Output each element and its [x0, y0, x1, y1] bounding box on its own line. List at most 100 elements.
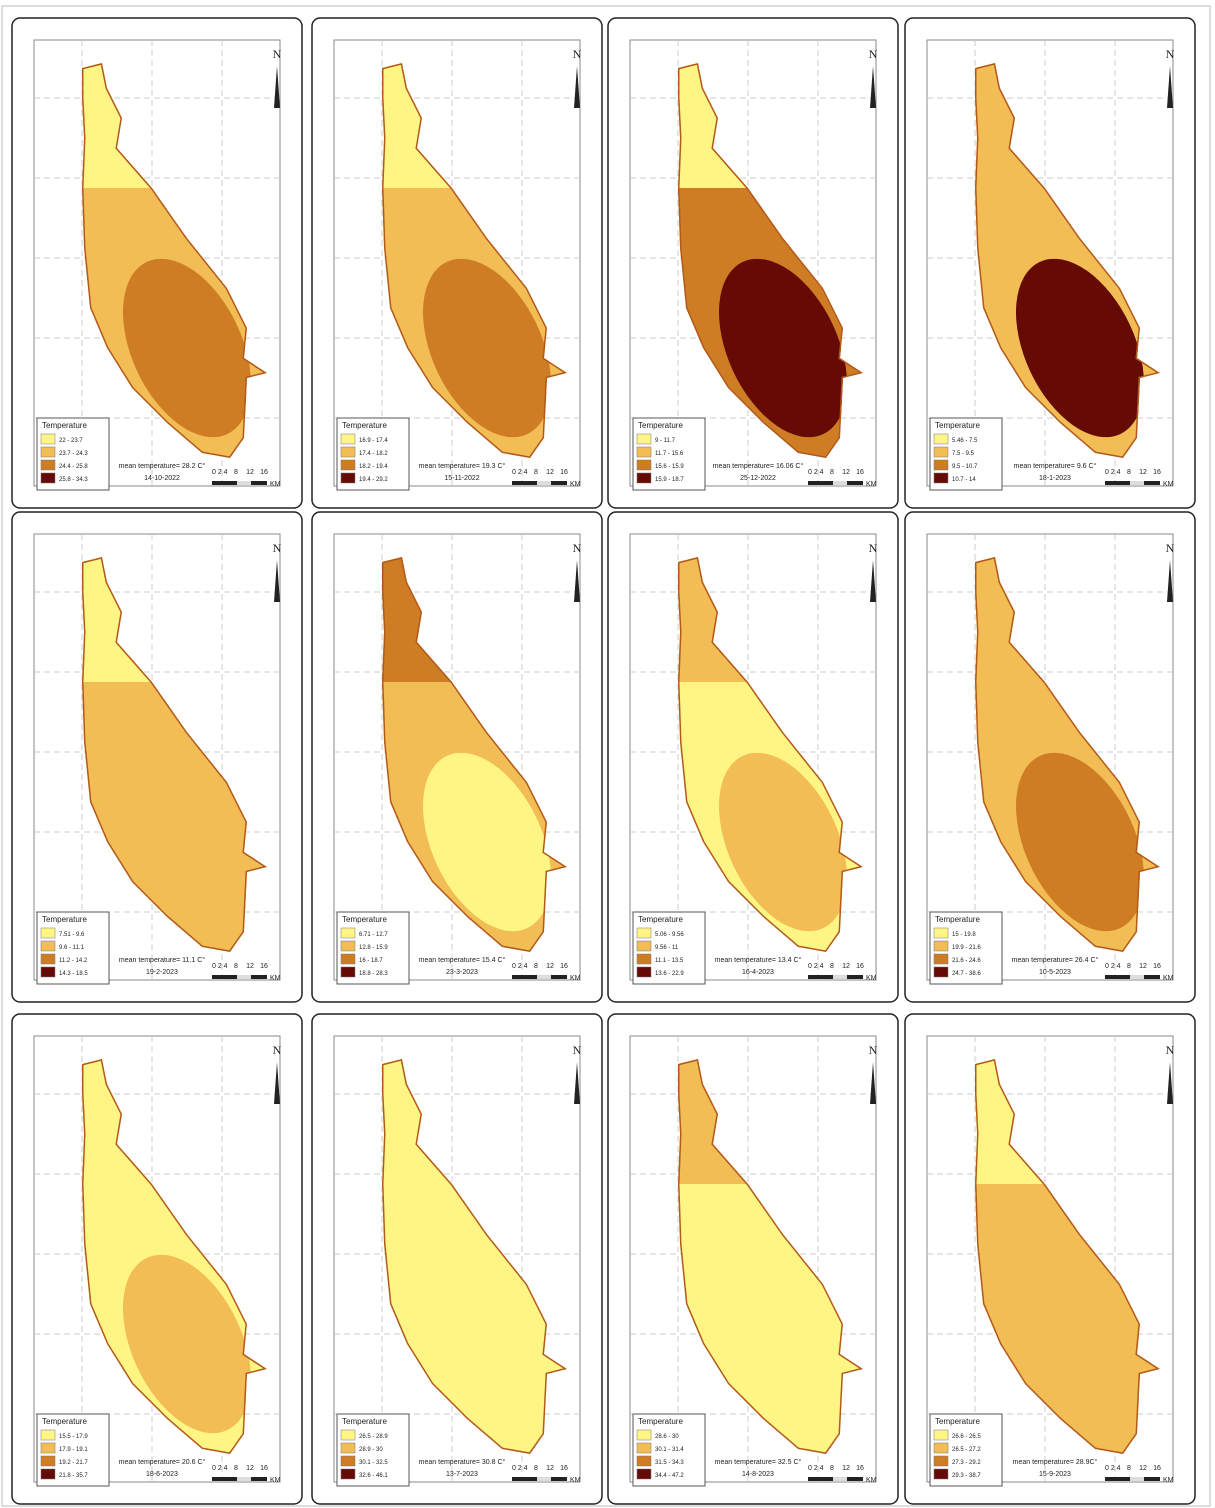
caption: mean temperature= 19.3 C° — [419, 462, 506, 470]
legend-swatch — [637, 447, 651, 457]
scale-bar-segment — [833, 1477, 847, 1481]
legend-swatch — [934, 1430, 948, 1440]
legend-label: 30.1 - 31.4 — [655, 1447, 684, 1453]
scale-label: 16 — [1153, 469, 1161, 476]
legend-swatch — [341, 1469, 355, 1479]
legend-swatch — [41, 1469, 55, 1479]
scale-unit: KM — [866, 481, 877, 488]
north-label: N — [869, 541, 878, 555]
legend-swatch — [637, 941, 651, 951]
legend-swatch — [41, 460, 55, 470]
north-label: N — [573, 47, 582, 61]
legend-title: Temperature — [638, 1417, 683, 1426]
legend-swatch — [41, 434, 55, 444]
legend-label: 11.2 - 14.2 — [59, 958, 88, 964]
legend-swatch — [41, 1456, 55, 1466]
scale-unit: KM — [570, 1477, 581, 1484]
scale-label: 0 2 4 — [212, 1465, 228, 1472]
legend-label: 6.71 - 12.7 — [359, 932, 388, 938]
scale-label: 16 — [1153, 963, 1161, 970]
north-label: N — [869, 47, 878, 61]
legend-swatch — [637, 967, 651, 977]
date: 19-2-2023 — [146, 969, 178, 976]
legend-label: 15.5 - 17.9 — [59, 1434, 88, 1440]
legend-swatch — [341, 434, 355, 444]
scale-label: 16 — [260, 469, 268, 476]
scale-bar-segment — [537, 481, 551, 485]
legend-swatch — [41, 1430, 55, 1440]
scale-label: 12 — [1139, 963, 1147, 970]
scale-bar-segment — [537, 1477, 551, 1481]
north-label: N — [1166, 541, 1175, 555]
legend-swatch — [41, 447, 55, 457]
legend-title: Temperature — [935, 421, 980, 430]
legend-label: 7.51 - 9.6 — [59, 932, 85, 938]
legend-swatch — [637, 1456, 651, 1466]
legend-swatch — [341, 473, 355, 483]
map-panel: NTemperature9 - 11.711.7 - 15.615.6 - 15… — [608, 18, 898, 508]
legend-swatch — [341, 1456, 355, 1466]
legend-swatch — [934, 460, 948, 470]
caption: mean temperature= 30.8 C° — [419, 1458, 506, 1466]
date: 13-7-2023 — [446, 1471, 478, 1478]
date: 25-12-2022 — [740, 475, 776, 482]
legend-label: 15 - 19.8 — [952, 932, 976, 938]
legend-swatch — [637, 1443, 651, 1453]
scale-label: 16 — [260, 963, 268, 970]
legend-title: Temperature — [342, 915, 387, 924]
legend-label: 17.9 - 19.1 — [59, 1447, 88, 1453]
legend-title: Temperature — [935, 915, 980, 924]
scale-label: 8 — [234, 963, 238, 970]
scale-label: 8 — [534, 963, 538, 970]
legend-swatch — [934, 434, 948, 444]
legend-swatch — [341, 1443, 355, 1453]
scale-label: 0 2 4 — [1105, 1465, 1121, 1472]
scale-label: 8 — [1127, 469, 1131, 476]
figure: NTemperature22 - 23.723.7 - 24.324.4 - 2… — [0, 0, 1215, 1508]
legend-label: 24.7 - 38.6 — [952, 971, 981, 977]
legend-swatch — [637, 1430, 651, 1440]
scale-label: 12 — [1139, 1465, 1147, 1472]
scale-label: 0 2 4 — [808, 963, 824, 970]
north-label: N — [1166, 47, 1175, 61]
legend-title: Temperature — [638, 421, 683, 430]
legend-label: 26.5 - 27.2 — [952, 1447, 981, 1453]
legend-swatch — [341, 1430, 355, 1440]
legend-swatch — [341, 460, 355, 470]
page: NTemperature22 - 23.723.7 - 24.324.4 - 2… — [0, 0, 1215, 1508]
scale-label: 0 2 4 — [1105, 469, 1121, 476]
legend-swatch — [934, 1469, 948, 1479]
scale-unit: KM — [270, 481, 281, 488]
scale-label: 8 — [234, 469, 238, 476]
legend-swatch — [341, 447, 355, 457]
caption: mean temperature= 28.9C° — [1013, 1458, 1098, 1466]
scale-label: 0 2 4 — [808, 1465, 824, 1472]
scale-bar-segment — [1130, 1477, 1144, 1481]
north-label: N — [273, 1043, 282, 1057]
scale-unit: KM — [1163, 481, 1174, 488]
legend-label: 11.7 - 15.6 — [655, 451, 684, 457]
scale-label: 8 — [534, 469, 538, 476]
north-label: N — [1166, 1043, 1175, 1057]
legend-label: 28.9 - 30 — [359, 1447, 383, 1453]
scale-bar-segment — [1130, 975, 1144, 979]
legend-swatch — [41, 928, 55, 938]
scale-label: 12 — [546, 1465, 554, 1472]
scale-label: 8 — [830, 469, 834, 476]
legend-label: 19.4 - 29.2 — [359, 477, 388, 483]
scale-unit: KM — [1163, 1477, 1174, 1484]
legend-swatch — [934, 1443, 948, 1453]
date: 18-6-2023 — [146, 1471, 178, 1478]
legend-label: 18.8 - 28.3 — [359, 971, 388, 977]
scale-label: 0 2 4 — [1105, 963, 1121, 970]
scale-label: 0 2 4 — [512, 1465, 528, 1472]
legend-label: 9.6 - 11.1 — [59, 945, 85, 951]
legend-swatch — [934, 928, 948, 938]
scale-label: 16 — [856, 1465, 864, 1472]
scale-label: 8 — [830, 963, 834, 970]
date: 14-8-2023 — [742, 1471, 774, 1478]
legend-title: Temperature — [638, 915, 683, 924]
map-panel: NTemperature15 - 19.819.9 - 21.621.6 - 2… — [905, 512, 1195, 1002]
legend-title: Temperature — [42, 1417, 87, 1426]
